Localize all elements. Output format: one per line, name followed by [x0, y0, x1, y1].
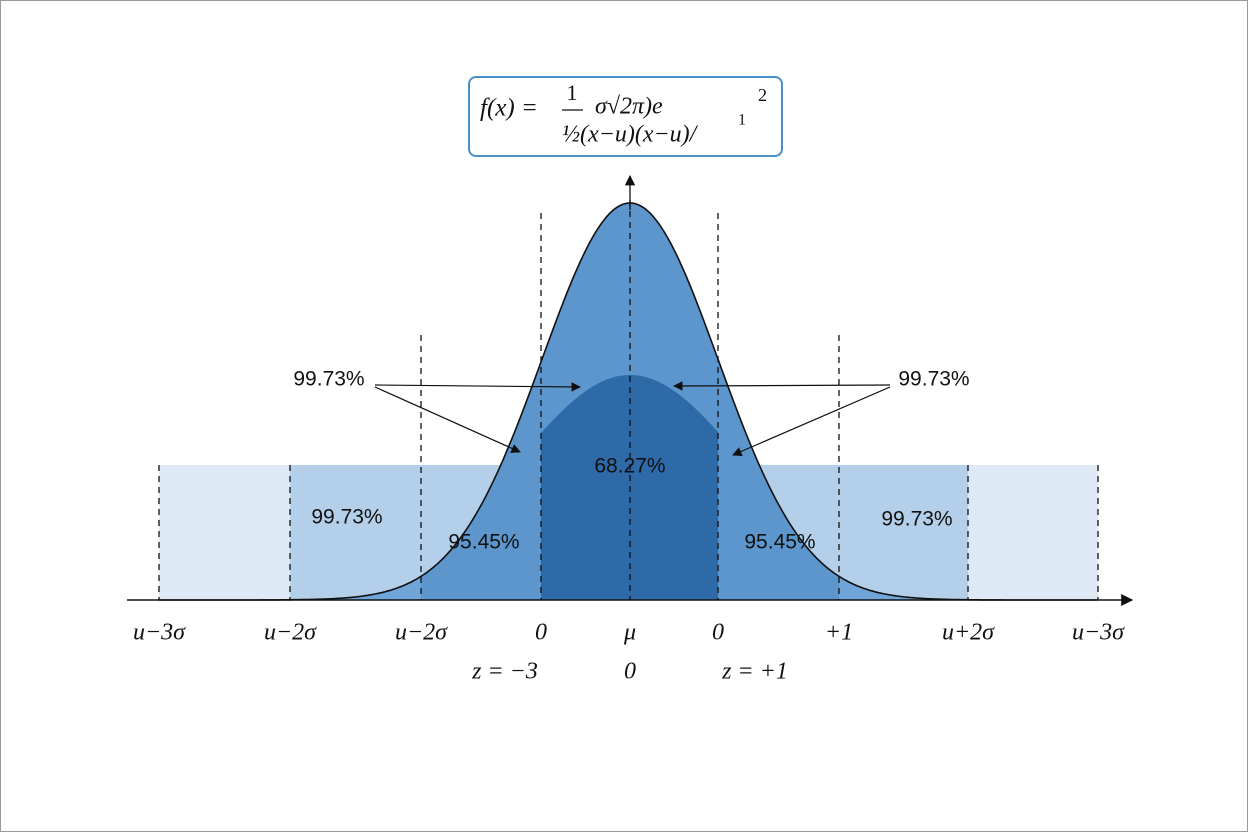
formula-denominator: ½(x−u)(x−u)/ [562, 122, 699, 148]
percent-label: 68.27% [594, 455, 665, 478]
z-label: 0 [624, 659, 636, 685]
percent-label: 95.45% [448, 531, 519, 554]
formula-superscript: 2 [758, 85, 767, 105]
formula-numerator: 1 [567, 80, 578, 105]
axis-label: u−2σ [395, 620, 448, 646]
percent-label: 99.73% [898, 368, 969, 391]
percent-label: 95.45% [744, 531, 815, 554]
axis-label: μ [623, 620, 636, 646]
formula-frame [468, 76, 783, 157]
axis-label: u+2σ [942, 620, 995, 646]
formula-middle: σ√2π)e [595, 94, 663, 120]
pointer [374, 386, 521, 453]
axis-label: u−3σ [1072, 620, 1125, 646]
distribution-shapes [159, 202, 1098, 601]
percent-label: 99.73% [311, 506, 382, 529]
axis-label: +1 [825, 620, 853, 646]
axis-label: u−3σ [133, 620, 186, 646]
axis-label: 0 [535, 620, 547, 646]
guides [127, 174, 1134, 606]
formula-superscript-small: 1 [738, 112, 746, 129]
pointer [673, 381, 891, 391]
axis-label: 0 [712, 620, 724, 646]
pointer [374, 382, 581, 392]
percent-label: 99.73% [293, 368, 364, 391]
z-label: z = +1 [721, 659, 788, 685]
formula-lhs: f(x) = [480, 95, 538, 122]
z-label: z = −3 [471, 659, 538, 685]
percent-label: 99.73% [881, 508, 952, 531]
pointer [732, 386, 891, 456]
axis-label: u−2σ [264, 620, 317, 646]
formula-box: f(x) = 1 σ√2π)e ½(x−u)(x−u)/ 1 2 [468, 76, 783, 157]
